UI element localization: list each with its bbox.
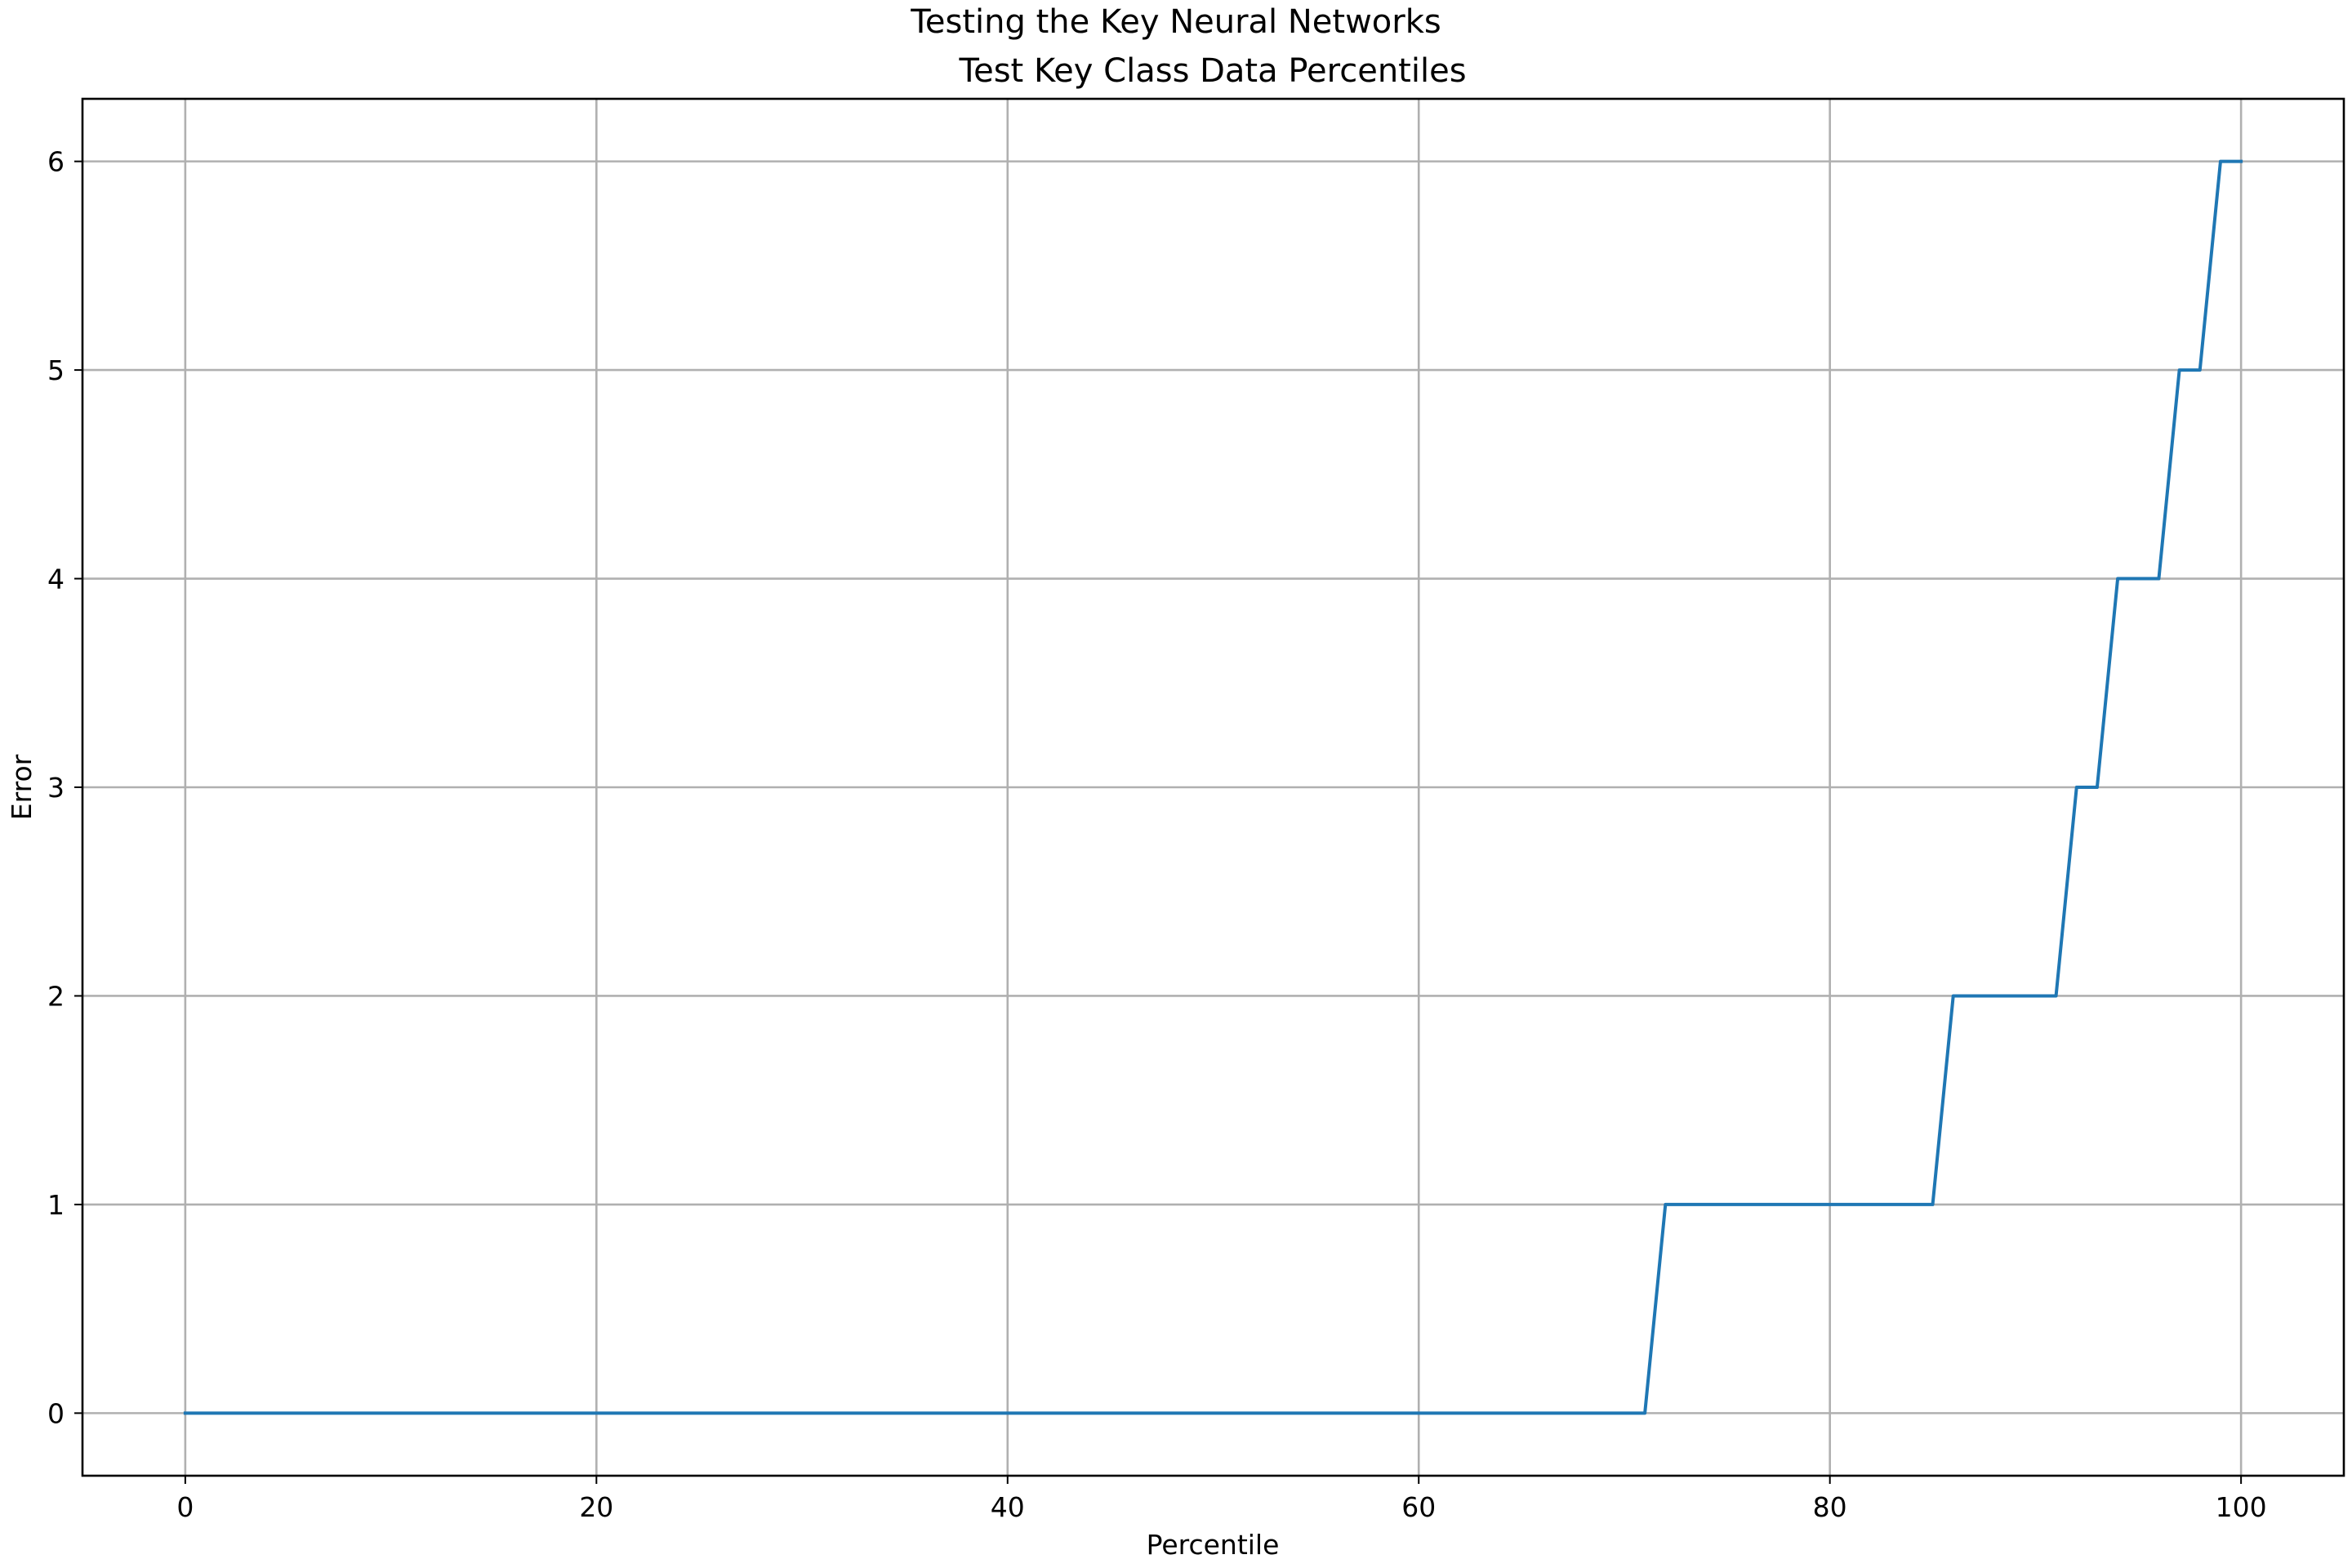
y-tick-label: 0 [47,1397,65,1429]
x-tick-label: 100 [2216,1491,2267,1523]
y-tick-label: 2 [47,980,65,1012]
y-tick-label: 6 [47,146,65,178]
y-tick-label: 4 [47,564,65,595]
x-tick-label: 0 [176,1491,194,1523]
y-tick-label: 3 [47,772,65,804]
series-layer [183,159,2243,1415]
x-tick-label: 20 [579,1491,613,1523]
x-tick-label: 80 [1813,1491,1847,1523]
series-line [183,159,2243,1415]
chart-title: Test Key Class Data Percentiles [958,52,1466,90]
y-tick-label: 5 [47,354,65,386]
y-axis-label: Error [6,754,38,820]
x-axis-label: Percentile [1147,1529,1280,1561]
x-tick-label: 40 [991,1491,1025,1523]
ticks: 0 20 40 60 80 100 0 1 2 3 4 5 6 [47,146,2267,1523]
y-tick-label: 1 [47,1189,65,1221]
grid [82,99,2344,1476]
x-tick-label: 60 [1401,1491,1436,1523]
chart-suptitle: Testing the Key Neural Networks [910,3,1441,41]
